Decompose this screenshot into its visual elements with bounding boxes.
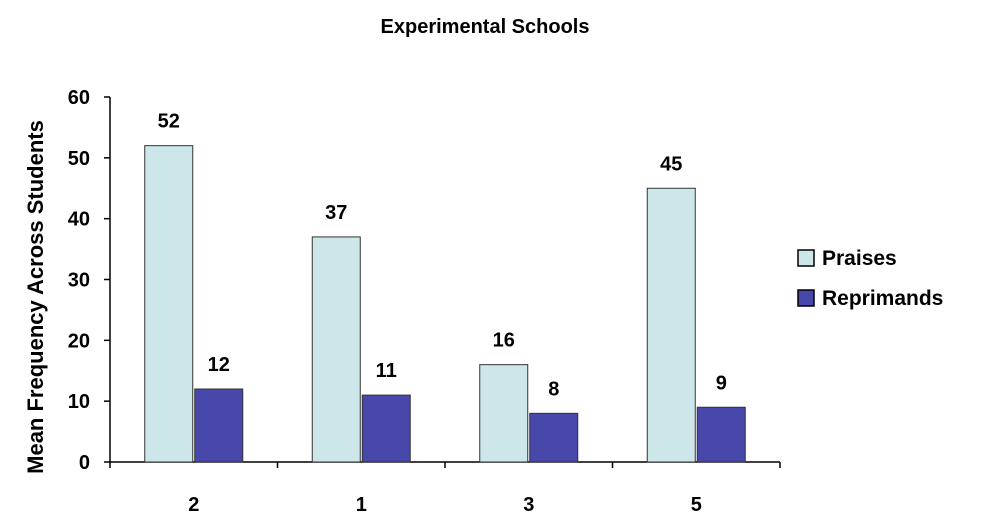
y-tick-label: 20 (68, 330, 90, 352)
legend-swatch-reprimands (797, 289, 815, 307)
bar-reprimands (194, 388, 244, 463)
legend-label-reprimands: Reprimands (822, 287, 943, 310)
chart-title: Experimental Schools (381, 16, 590, 38)
data-label: 52 (158, 111, 180, 133)
bar-reprimands (529, 412, 579, 463)
data-label: 45 (660, 153, 682, 175)
bar-praises (311, 236, 361, 463)
y-tick-label: 10 (68, 391, 90, 413)
y-tick-label: 30 (68, 270, 90, 292)
y-axis-label: Mean Frequency Across Students (23, 120, 48, 474)
y-tick-label: 40 (68, 209, 90, 231)
legend-label-praises: Praises (822, 247, 897, 270)
y-tick-label: 50 (68, 148, 90, 170)
y-tick-label: 60 (68, 87, 90, 109)
data-label: 12 (208, 354, 230, 376)
bar-reprimands (696, 406, 746, 463)
data-label: 16 (493, 330, 515, 352)
data-label: 11 (376, 360, 397, 382)
x-tick-label: 3 (523, 494, 534, 516)
legend: Praises Reprimands (797, 247, 943, 310)
data-label: 8 (548, 378, 559, 400)
legend-swatch-praises (797, 249, 815, 267)
bar-praises (646, 187, 696, 463)
x-tick-label: 2 (188, 494, 199, 516)
x-tick-label: 1 (356, 494, 367, 516)
y-axis: 0 10 20 30 40 50 60 (68, 87, 111, 474)
bar-reprimands (361, 394, 411, 463)
data-label: 9 (716, 372, 727, 394)
data-label: 37 (325, 202, 347, 224)
x-tick-label: 5 (691, 494, 702, 516)
y-tick-label: 0 (79, 452, 90, 474)
bars: 52 12 37 11 16 8 45 9 (144, 111, 746, 463)
x-axis: 2 1 3 5 (109, 461, 781, 516)
bar-praises (479, 364, 529, 463)
bar-praises (144, 145, 194, 463)
